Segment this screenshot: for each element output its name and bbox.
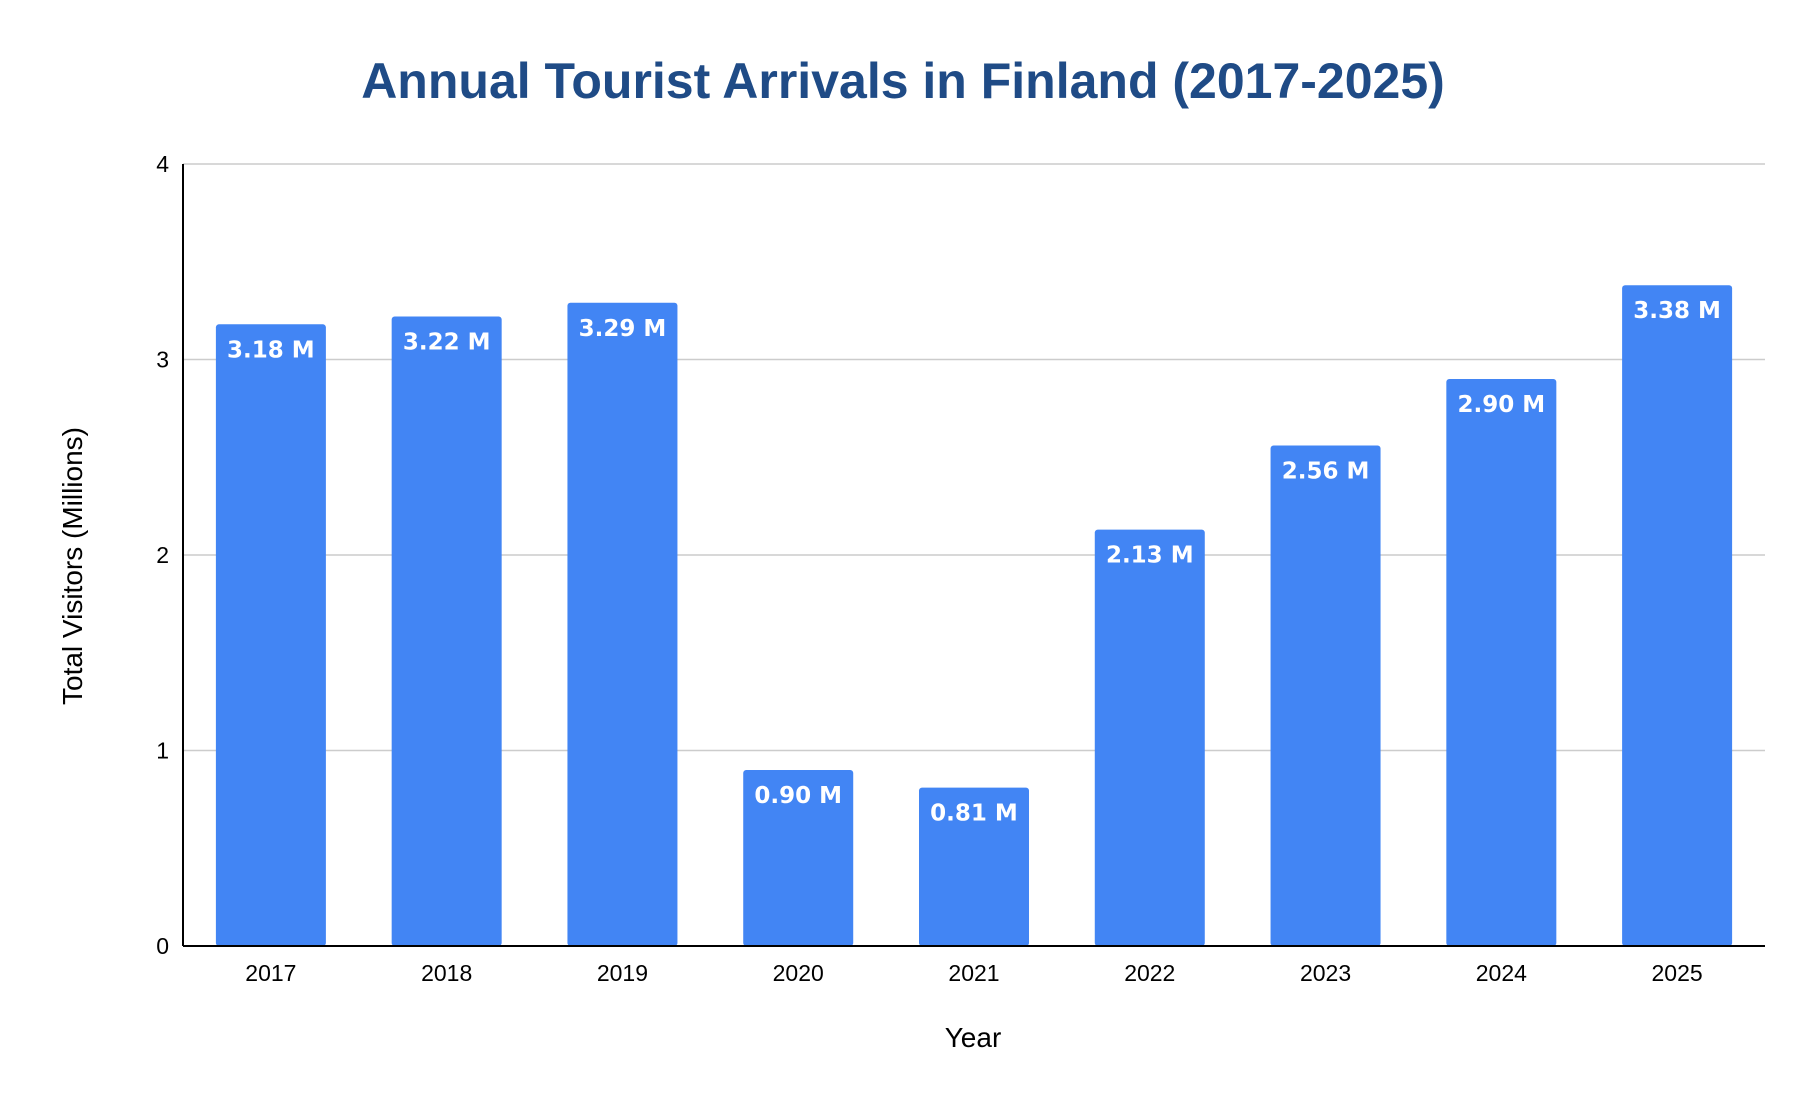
x-tick-label: 2022 <box>1124 960 1175 986</box>
y-axis-title: Total Visitors (Millions) <box>57 427 88 705</box>
chart-title: Annual Tourist Arrivals in Finland (2017… <box>361 53 1445 109</box>
bar-2024 <box>1446 379 1557 946</box>
x-tick-label: 2023 <box>1300 960 1351 986</box>
bar-2020 <box>743 770 854 946</box>
x-tick-label: 2020 <box>773 960 824 986</box>
axes <box>182 164 1765 947</box>
y-tick-label: 4 <box>156 151 169 177</box>
y-tick-labels: 0 1 2 3 4 <box>156 151 169 959</box>
data-label: 0.90 M <box>754 783 842 809</box>
bar-2018 <box>391 316 502 946</box>
x-tick-labels: 2017 2018 2019 2020 2021 2022 2023 2024 2025 <box>245 960 1702 986</box>
bar-2019 <box>567 302 678 946</box>
bar-2017 <box>215 324 326 946</box>
y-tick-label: 0 <box>156 933 169 959</box>
data-label: 2.13 M <box>1106 543 1194 569</box>
data-labels: 3.18 M 3.22 M 3.29 M 0.90 M 0.81 M 2.13 M 2.56… <box>227 298 1721 826</box>
data-label: 2.56 M <box>1282 459 1370 485</box>
x-axis-title: Year <box>945 1022 1002 1053</box>
x-tick-label: 2017 <box>245 960 296 986</box>
bar-2022 <box>1094 529 1205 946</box>
bar-2023 <box>1270 445 1381 946</box>
x-tick-label: 2021 <box>948 960 999 986</box>
x-tick-label: 2018 <box>421 960 472 986</box>
data-label: 2.90 M <box>1458 392 1546 418</box>
y-tick-label: 3 <box>156 347 169 373</box>
y-tick-label: 2 <box>156 542 169 568</box>
x-tick-label: 2025 <box>1652 960 1703 986</box>
data-label: 3.38 M <box>1633 298 1721 324</box>
data-label: 0.81 M <box>930 801 1018 827</box>
data-label: 3.29 M <box>579 316 667 342</box>
x-tick-label: 2019 <box>597 960 648 986</box>
bar-2021 <box>919 787 1029 946</box>
bars <box>215 285 1733 947</box>
x-tick-label: 2024 <box>1476 960 1527 986</box>
bar-2025 <box>1622 285 1733 947</box>
data-label: 3.22 M <box>403 329 491 355</box>
data-label: 3.18 M <box>227 337 315 363</box>
y-tick-label: 1 <box>156 738 169 764</box>
